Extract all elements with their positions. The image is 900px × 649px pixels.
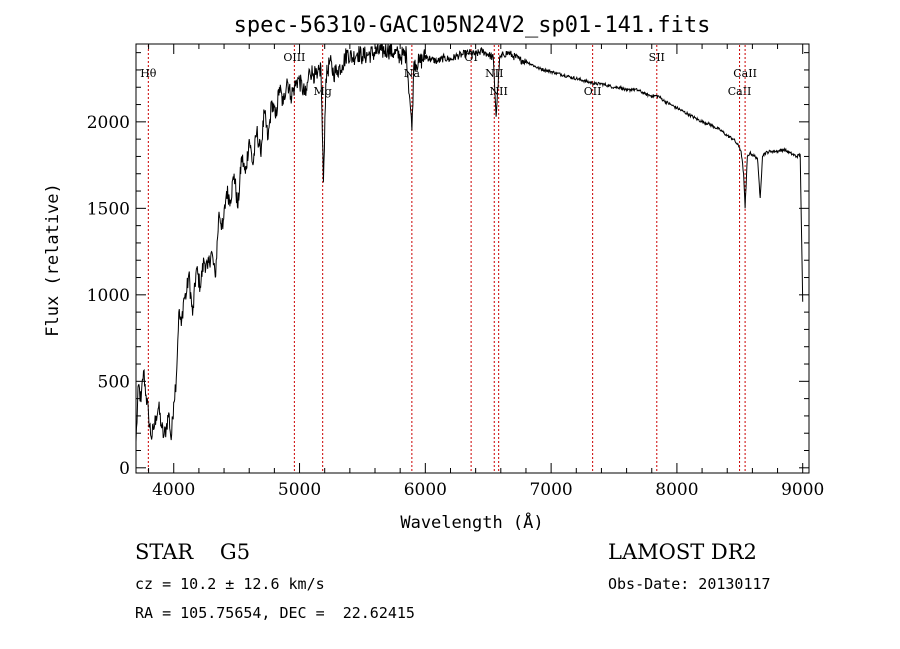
axes-group: 4000 5000 6000 7000 8000 9000 0 500 1000 1500 2000 bbox=[87, 44, 824, 500]
series-group bbox=[135, 43, 804, 442]
x-tick-label: 4000 bbox=[152, 480, 195, 500]
line-label-oiii: OIII bbox=[283, 51, 305, 64]
line-label-nii: NII bbox=[490, 85, 508, 98]
y-tick-label: 2000 bbox=[87, 113, 130, 133]
line-label-oii: OII bbox=[584, 85, 602, 98]
y-tick-label: 500 bbox=[98, 372, 130, 392]
survey-name: LAMOST DR2 bbox=[608, 540, 757, 564]
line-label-caii: CaII bbox=[733, 67, 757, 80]
spectrum-line bbox=[135, 43, 804, 442]
x-axis-label: Wavelength (Å) bbox=[400, 511, 543, 533]
chart-title: spec-56310-GAC105N24V2_sp01-141.fits bbox=[234, 13, 711, 38]
y-tick-label: 0 bbox=[119, 459, 130, 479]
x-tick-label: 5000 bbox=[278, 480, 321, 500]
x-tick-label: 8000 bbox=[655, 480, 698, 500]
y-axis-label: Flux (relative) bbox=[43, 183, 63, 337]
line-label-mg: Mg bbox=[314, 85, 332, 98]
line-label-sii: SII bbox=[649, 51, 665, 64]
x-tick-label: 9000 bbox=[781, 480, 824, 500]
line-label-caii: CaII bbox=[728, 85, 752, 98]
x-tick-label: 6000 bbox=[404, 480, 447, 500]
redshift-cz: cz = 10.2 ± 12.6 km/s bbox=[135, 575, 325, 593]
object-type: STAR G5 bbox=[135, 540, 251, 564]
plot-frame bbox=[135, 43, 810, 474]
x-tick-label: 7000 bbox=[529, 480, 572, 500]
y-tick-label: 1000 bbox=[87, 286, 130, 306]
coordinates: RA = 105.75654, DEC = 22.62415 bbox=[135, 604, 415, 622]
y-tick-label: 1500 bbox=[87, 199, 130, 219]
line-label-hθ: Hθ bbox=[140, 67, 157, 80]
observation-date: Obs-Date: 20130117 bbox=[608, 575, 771, 593]
